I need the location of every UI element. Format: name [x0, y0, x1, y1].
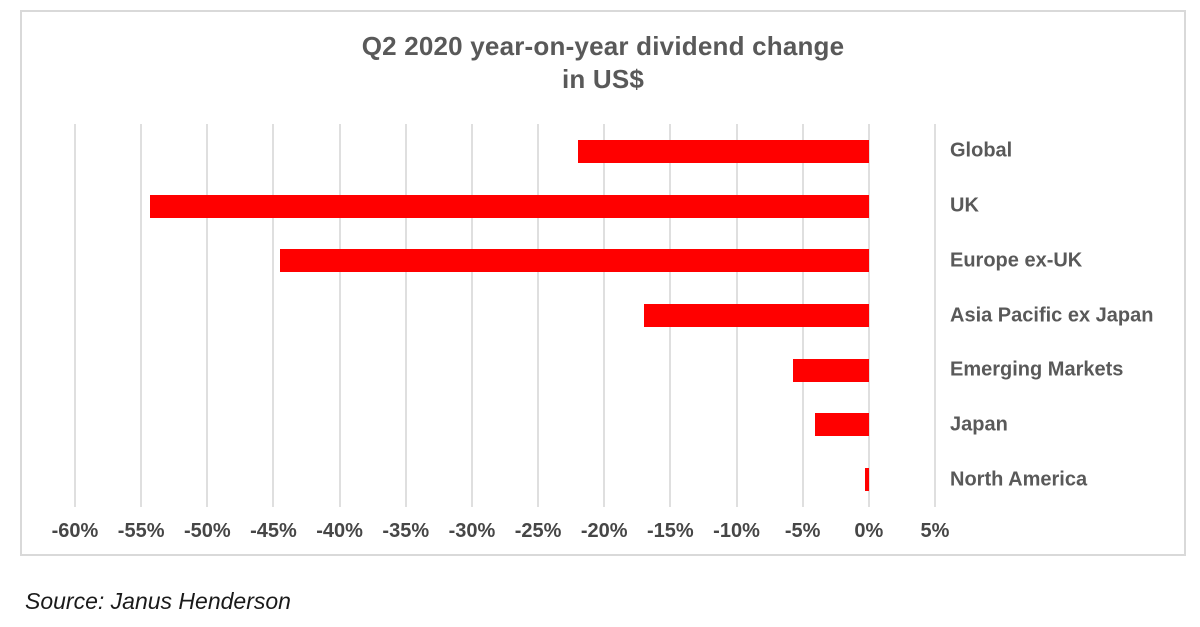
bar-europe-ex-uk [280, 249, 869, 273]
x-tick-label: -50% [183, 520, 231, 542]
x-tick-label: 0% [854, 520, 884, 542]
bar-emerging-markets [793, 358, 869, 382]
category-label: Emerging Markets [950, 358, 1124, 381]
gridline [404, 124, 407, 507]
bar-asia-pacific-ex-japan [643, 304, 869, 327]
x-tick-label: -35% [382, 520, 430, 542]
bar-uk [150, 194, 869, 218]
source-note: Source: Janus Henderson [25, 588, 291, 614]
gridline [272, 124, 275, 507]
bar-global [577, 139, 869, 163]
x-tick-label: -10% [713, 520, 760, 542]
gridline [470, 124, 473, 507]
gridline [74, 124, 76, 507]
chart-title: Q2 2020 year-on-year dividend change in … [361, 31, 845, 94]
category-label: North America [950, 468, 1088, 491]
bar-japan [814, 413, 869, 437]
x-tick-label: -40% [316, 520, 363, 542]
category-label: Global [950, 139, 1013, 162]
x-tick-label: -20% [580, 520, 628, 542]
gridline [934, 124, 936, 507]
category-label: Asia Pacific ex Japan [950, 304, 1154, 326]
gridline [140, 124, 143, 507]
gridline [537, 124, 540, 507]
x-tick-label: -25% [514, 520, 562, 542]
gridline [338, 124, 341, 507]
x-tick-label: -55% [117, 520, 165, 542]
x-tick-label: 5% [920, 520, 950, 542]
category-label: Europe ex-UK [950, 249, 1083, 272]
category-label: Japan [950, 413, 1008, 436]
gridline [206, 124, 209, 507]
x-tick-label: -15% [647, 520, 694, 542]
category-label: UK [950, 194, 979, 217]
x-tick-label: -5% [784, 520, 821, 542]
bar-north-america [864, 468, 869, 492]
gridline [867, 124, 870, 507]
x-tick-label: -60% [51, 520, 99, 542]
gridline [603, 124, 606, 507]
chart-frame: Q2 2020 year-on-year dividend change in … [20, 10, 1186, 556]
x-tick-label: -30% [448, 520, 496, 542]
x-tick-label: -45% [250, 520, 297, 542]
